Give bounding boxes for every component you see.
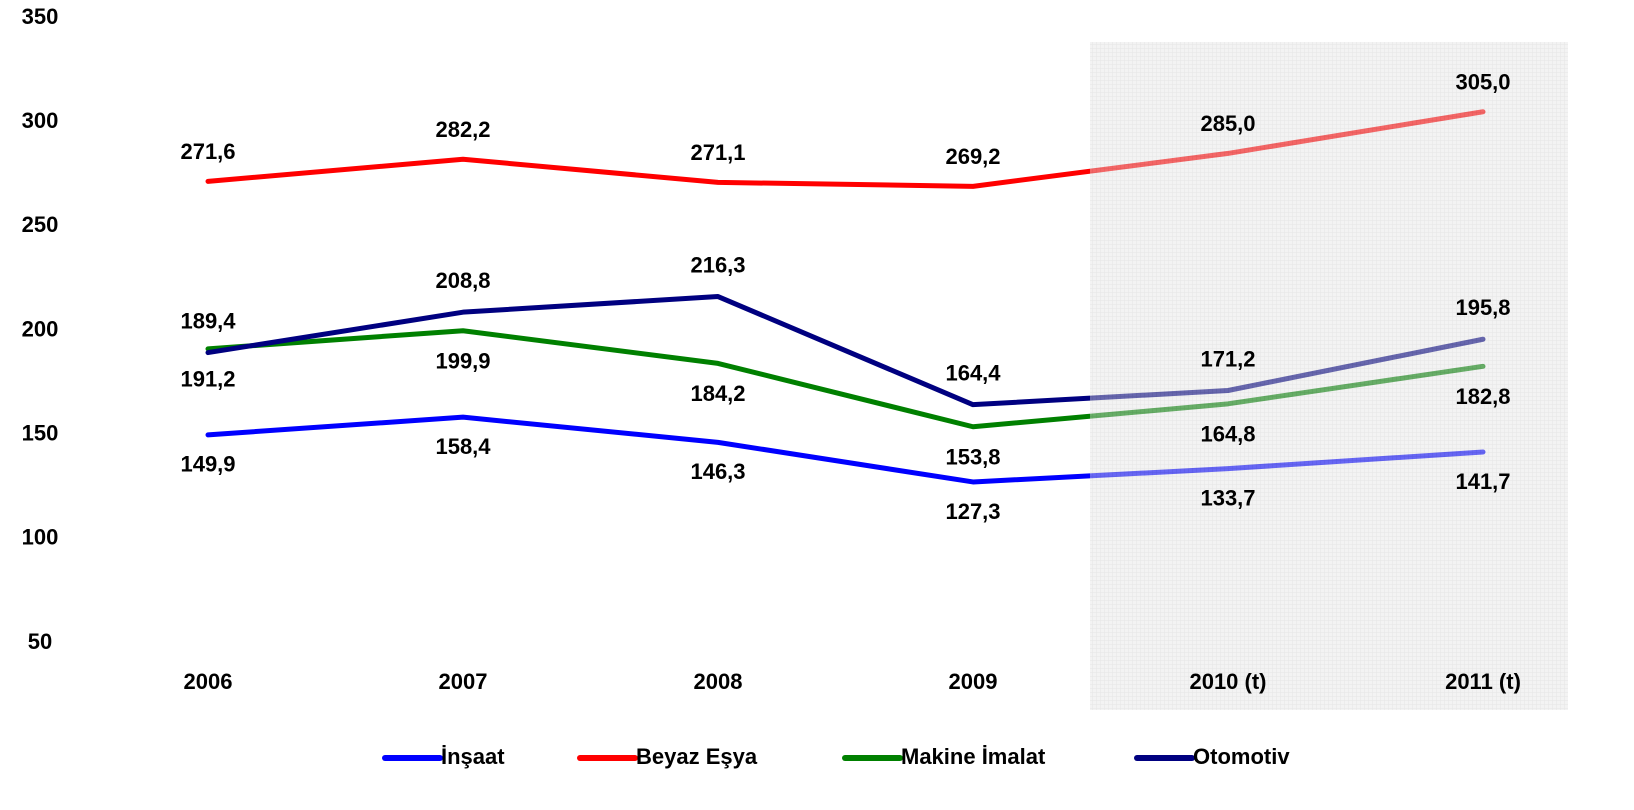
data-label: 171,2	[1200, 346, 1255, 371]
y-tick-label: 200	[22, 316, 59, 341]
y-tick-label: 300	[22, 108, 59, 133]
x-tick-label: 2010 (t)	[1189, 669, 1266, 694]
forecast-shade	[1090, 42, 1568, 710]
data-label: 271,1	[690, 140, 745, 165]
y-tick-label: 250	[22, 212, 59, 237]
data-label: 208,8	[435, 268, 490, 293]
data-label: 153,8	[945, 445, 1000, 470]
data-label: 191,2	[180, 367, 235, 392]
data-label: 216,3	[690, 252, 745, 277]
data-label: 182,8	[1455, 384, 1510, 409]
data-label: 269,2	[945, 144, 1000, 169]
data-label: 184,2	[690, 381, 745, 406]
data-label: 149,9	[180, 452, 235, 477]
data-label: 141,7	[1455, 469, 1510, 494]
data-label: 271,6	[180, 139, 235, 164]
data-label: 164,4	[945, 360, 1001, 385]
x-tick-label: 2007	[439, 669, 488, 694]
legend-label: İnşaat	[441, 744, 505, 769]
data-label: 133,7	[1200, 485, 1255, 510]
data-label: 158,4	[435, 434, 491, 459]
data-label: 164,8	[1200, 422, 1255, 447]
data-label: 146,3	[690, 459, 745, 484]
x-tick-label: 2009	[949, 669, 998, 694]
data-label: 285,0	[1200, 111, 1255, 136]
data-label: 305,0	[1455, 70, 1510, 95]
data-label: 282,2	[435, 117, 490, 142]
x-tick-label: 2011 (t)	[1445, 669, 1521, 694]
x-tick-label: 2008	[694, 669, 743, 694]
y-tick-label: 350	[22, 4, 59, 29]
data-label: 199,9	[435, 349, 490, 374]
data-label: 189,4	[180, 308, 236, 333]
legend-label: Makine İmalat	[901, 744, 1046, 769]
y-tick-label: 50	[28, 629, 52, 654]
x-tick-label: 2006	[184, 669, 233, 694]
legend-label: Beyaz Eşya	[636, 744, 758, 769]
legend-label: Otomotiv	[1193, 744, 1290, 769]
data-label: 195,8	[1455, 295, 1510, 320]
y-tick-label: 150	[22, 420, 59, 445]
data-label: 127,3	[945, 499, 1000, 524]
y-tick-label: 100	[22, 525, 59, 550]
